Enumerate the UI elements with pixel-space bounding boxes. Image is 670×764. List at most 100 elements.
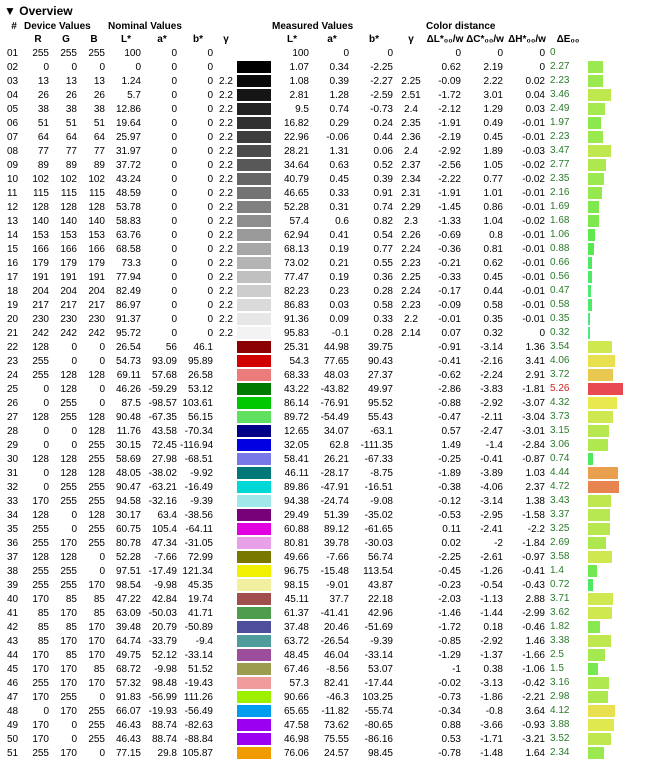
table-cell: 13	[80, 75, 108, 88]
table-cell: 179	[80, 257, 108, 270]
table-cell: 0.63	[312, 159, 352, 172]
table-cell: 39.48	[108, 621, 144, 634]
table-cell: -1.72	[426, 621, 464, 634]
de-bar	[588, 509, 610, 521]
table-cell	[588, 74, 630, 88]
de-value: 3.38	[550, 635, 569, 646]
table-cell	[588, 172, 630, 186]
table-cell: 170	[80, 579, 108, 592]
sh-dH: ΔH*₀₀/w	[506, 33, 548, 46]
table-cell	[216, 584, 236, 586]
de-value: 3.37	[550, 509, 569, 520]
table-cell: -2.24	[464, 369, 506, 382]
table-cell: -2.41	[464, 523, 506, 536]
table-cell: 98.54	[108, 579, 144, 592]
table-cell: 55.43	[352, 411, 396, 424]
table-cell: 61.37	[272, 607, 312, 620]
table-cell: 0	[108, 61, 144, 74]
table-cell: 22.18	[352, 593, 396, 606]
table-cell: -1.26	[464, 565, 506, 578]
table-cell: 0.62	[426, 61, 464, 74]
table-cell: 0	[180, 89, 216, 102]
table-cell	[588, 634, 630, 648]
de-bar	[588, 705, 615, 717]
table-cell	[236, 172, 272, 186]
table-cell: 12.86	[108, 103, 144, 116]
table-cell: 73.3	[108, 257, 144, 270]
de-bar	[588, 327, 590, 339]
table-cell: 0	[426, 47, 464, 60]
table-cell: 18	[4, 285, 24, 298]
table-cell: 1.24	[108, 75, 144, 88]
table-cell: 38	[24, 103, 52, 116]
table-cell: 0.88	[426, 719, 464, 732]
table-cell: 0	[180, 145, 216, 158]
table-cell: 36	[4, 537, 24, 550]
table-cell: 128	[24, 551, 52, 564]
table-cell: -16.49	[180, 481, 216, 494]
table-cell: 46.1	[180, 341, 216, 354]
table-cell: 4.44	[548, 466, 588, 480]
table-cell: 0	[52, 61, 80, 74]
table-cell: 0	[352, 47, 396, 60]
table-cell: 0.28	[352, 285, 396, 298]
table-cell: 85	[80, 593, 108, 606]
table-cell	[236, 256, 272, 270]
table-cell: 39.78	[312, 537, 352, 550]
table-cell: 0.88	[548, 242, 588, 256]
table-cell	[588, 452, 630, 466]
table-cell	[396, 724, 426, 726]
table-cell: 08	[4, 145, 24, 158]
table-cell: 47.22	[108, 593, 144, 606]
table-cell: 2.2	[216, 285, 236, 298]
de-value: 0.72	[550, 579, 569, 590]
table-cell: 1.06	[548, 228, 588, 242]
table-cell: 58.83	[108, 215, 144, 228]
table-cell: -33.14	[352, 649, 396, 662]
table-cell: -0.42	[506, 677, 548, 690]
table-cell: 2.2	[216, 145, 236, 158]
table-cell: 3.58	[548, 550, 588, 564]
table-cell: 0	[24, 397, 52, 410]
table-cell: 255	[80, 47, 108, 60]
table-cell: 0	[80, 355, 108, 368]
de-bar	[588, 635, 611, 647]
de-bar	[588, 467, 618, 479]
table-cell: 98.15	[272, 579, 312, 592]
table-cell: 0.39	[312, 75, 352, 88]
de-value: 1.5	[550, 663, 564, 674]
table-cell: -8.75	[352, 467, 396, 480]
table-cell	[236, 214, 272, 228]
table-cell: 62.8	[312, 439, 352, 452]
table-cell: 255	[80, 537, 108, 550]
table-cell	[216, 570, 236, 572]
table-cell: 53.12	[180, 383, 216, 396]
disclosure-triangle-icon[interactable]: ▼	[4, 4, 16, 18]
table-cell: -9.08	[352, 495, 396, 508]
de-bar	[588, 243, 594, 255]
table-cell: 33	[4, 495, 24, 508]
table-cell	[396, 472, 426, 474]
de-bar	[588, 607, 612, 619]
table-cell	[236, 144, 272, 158]
table-cell: 28	[4, 425, 24, 438]
table-cell: -0.01	[506, 271, 548, 284]
table-cell: -8.56	[312, 663, 352, 676]
table-cell: 0	[80, 691, 108, 704]
table-cell: 46.43	[108, 733, 144, 746]
table-cell: 0	[506, 61, 548, 74]
color-swatch	[237, 159, 271, 171]
table-cell	[588, 676, 630, 690]
table-cell: 121.34	[180, 565, 216, 578]
table-cell: 80.78	[108, 537, 144, 550]
table-cell: 217	[52, 299, 80, 312]
de-value: 2.34	[550, 747, 569, 758]
table-cell: -1.48	[464, 747, 506, 760]
table-cell: 0.34	[312, 61, 352, 74]
table-cell: 37.48	[272, 621, 312, 634]
table-cell: 0	[180, 271, 216, 284]
table-cell: 170	[52, 705, 80, 718]
table-cell: -32.16	[144, 495, 180, 508]
table-cell: -38.56	[180, 509, 216, 522]
table-cell: -2.11	[464, 411, 506, 424]
